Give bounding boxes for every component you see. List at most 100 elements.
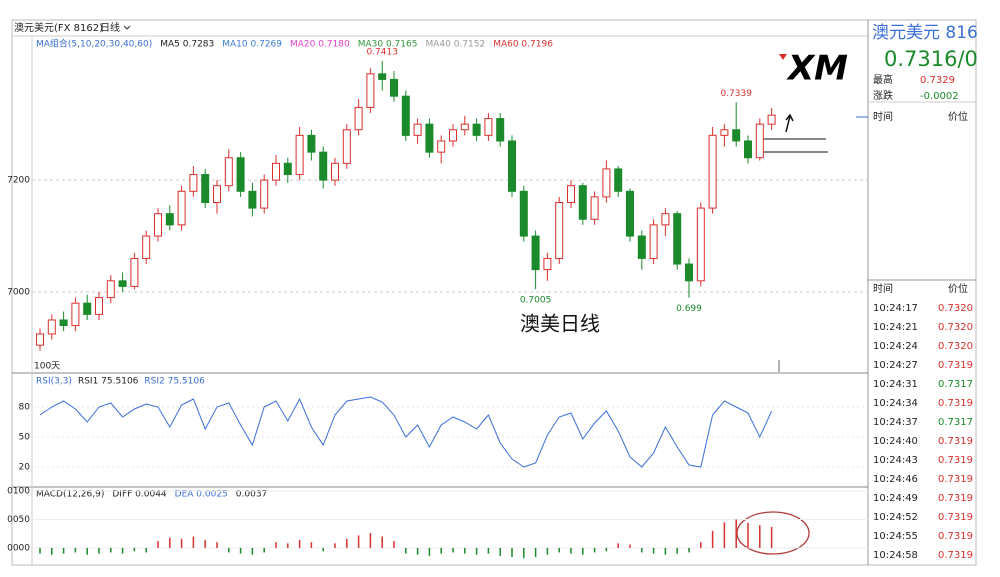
candle-body: [95, 297, 103, 315]
ma-legend: MA5 0.7283: [160, 40, 214, 50]
rsi-legend: RSI2 75.5106: [144, 377, 205, 387]
candle-body: [614, 168, 623, 192]
ma-legend: MA40 0.7152: [425, 40, 485, 50]
tick-time: 10:24:24: [873, 341, 918, 352]
tick-price: 0.7319: [938, 550, 973, 561]
candle-body: [484, 118, 493, 136]
candle-body: [142, 235, 151, 259]
quote-price: 0.7316/0: [884, 47, 978, 71]
candle-body: [154, 213, 162, 237]
y-tick-label: 0050: [7, 515, 30, 525]
tick-time: 10:24:34: [873, 398, 918, 409]
candle-body: [732, 129, 741, 142]
candle-body: [519, 190, 528, 237]
tick-time: 10:24:31: [873, 379, 918, 390]
tick-time: 10:24:37: [873, 417, 918, 428]
ma-legend: MA60 0.7196: [493, 40, 553, 50]
candle-body: [720, 129, 729, 136]
change-label: 涨跌: [873, 89, 893, 102]
macd-legend: DIFF 0.0044: [112, 490, 167, 500]
tick-time: 10:24:21: [873, 322, 918, 333]
time-header: 时间: [873, 110, 893, 123]
candle-body: [425, 123, 434, 153]
tick-price: 0.7319: [938, 455, 973, 466]
candle-body: [248, 190, 257, 209]
peak-label: 0.699: [676, 304, 702, 314]
y-tick-label: 0000: [7, 543, 30, 553]
candle-body: [260, 179, 269, 209]
tick-price: 0.7320: [938, 322, 973, 333]
candle-body: [59, 319, 68, 327]
candle-body: [71, 302, 80, 327]
macd-legend: 0.0037: [236, 490, 268, 500]
high-label: 最高: [873, 73, 893, 86]
time-header: 时间: [873, 282, 893, 295]
rsi-line: [39, 396, 773, 468]
highlight-ellipse: [736, 511, 810, 555]
candle-body: [696, 207, 705, 282]
chart-caption: 澳美日线: [520, 312, 600, 336]
candle-body: [295, 134, 304, 176]
y-tick-label: 7000: [7, 288, 30, 298]
peak-label: 0.7339: [720, 89, 752, 99]
candle-body: [354, 106, 363, 131]
rsi-legend: RSI1 75.5106: [78, 377, 139, 387]
ma-legend: MA组合(5,10,20,30,40,60): [36, 38, 152, 50]
symbol-label[interactable]: 澳元美元(FX 8162): [14, 21, 103, 34]
tick-price: 0.7319: [938, 474, 973, 485]
tick-time: 10:24:46: [873, 474, 918, 485]
y-tick-label: 50: [19, 433, 31, 443]
candle-body: [413, 123, 422, 136]
candle-body: [342, 129, 351, 164]
logo-box: [775, 48, 858, 88]
tick-time: 10:24:40: [873, 436, 918, 447]
candle-body: [390, 78, 398, 97]
candle-body: [755, 123, 764, 159]
tick-price: 0.7319: [938, 360, 973, 371]
change-value: -0.0002: [920, 91, 959, 102]
candle-body: [272, 162, 280, 181]
peak-label: 0.7413: [366, 47, 398, 57]
tick-price: 0.7319: [938, 398, 973, 409]
rsi-legend: RSI(3,3): [36, 377, 72, 387]
candle-body: [449, 129, 457, 142]
tick-time: 10:24:17: [873, 303, 918, 314]
candle-body: [472, 123, 481, 136]
candle-body: [460, 123, 469, 131]
candle-body: [543, 257, 552, 271]
candle-body: [331, 162, 339, 181]
candle-body: [508, 140, 516, 192]
tick-price: 0.7320: [938, 303, 973, 314]
ma-legend: MA20 0.7180: [290, 40, 350, 50]
macd-legend: MACD(12,26,9): [36, 490, 104, 500]
candle-body: [555, 201, 564, 259]
candle-body: [673, 213, 682, 265]
tick-time: 10:24:43: [873, 455, 918, 466]
candle-body: [83, 302, 92, 315]
candle-body: [744, 140, 752, 159]
candle-body: [602, 168, 611, 198]
logo-mark: [779, 54, 787, 60]
dropdown-arrow[interactable]: [123, 25, 131, 30]
candle-body: [165, 213, 174, 226]
logo: XM: [786, 49, 848, 89]
candle-body: [578, 185, 587, 220]
y-tick-label: 80: [19, 403, 31, 413]
candle-body: [130, 257, 139, 287]
candle-body: [437, 140, 446, 153]
period-label[interactable]: 日线: [100, 21, 120, 34]
candle-body: [661, 213, 670, 226]
ma-legend: MA30 0.7165: [358, 40, 418, 50]
candle-body: [47, 319, 56, 335]
candle-body: [177, 190, 186, 226]
tick-time: 10:24:58: [873, 550, 918, 561]
candle-body: [378, 73, 387, 80]
tick-price: 0.7319: [938, 531, 973, 542]
candle-body: [649, 224, 658, 259]
quote-name: 澳元美元 816: [872, 23, 978, 43]
y-tick-label: 0100: [7, 486, 30, 496]
tick-time: 10:24:27: [873, 360, 918, 371]
candle-body: [637, 235, 646, 259]
